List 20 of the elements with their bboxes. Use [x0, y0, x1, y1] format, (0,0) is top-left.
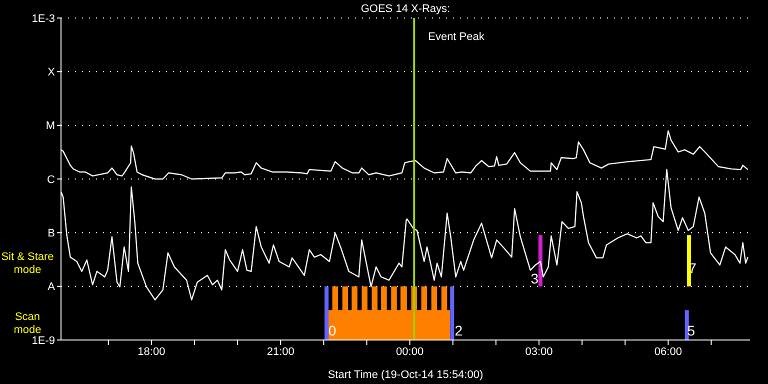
- text: Sit & Stare mode: [0, 251, 55, 277]
- annotation: 0: [328, 322, 336, 339]
- x-tick-label: 21:00: [266, 346, 294, 358]
- x-tick-label: 03:00: [525, 346, 553, 358]
- text: Scan mode: [12, 311, 42, 336]
- y-tick-label: 1E-3: [32, 12, 55, 25]
- annotation: 2: [454, 322, 463, 339]
- y-tick-label: 1E-9: [32, 334, 55, 347]
- y-tick-label: X: [48, 66, 56, 79]
- y-tick-label: A: [48, 281, 56, 294]
- chart-title: GOES 14 X-Rays:: [360, 3, 450, 15]
- x-axis-title: Start Time (19-Oct-14 15:54:00): [328, 369, 484, 381]
- x-tick-label: 06:00: [654, 346, 682, 358]
- y-tick-label: C: [47, 174, 56, 186]
- x-tick-label: 18:00: [138, 346, 166, 358]
- x-tick-label: 00:00: [396, 346, 424, 358]
- y-tick-label: M: [46, 120, 55, 132]
- y-tick-label: B: [48, 228, 55, 240]
- ref-line-label: Event Peak: [428, 30, 485, 43]
- annotation: 3: [530, 270, 539, 286]
